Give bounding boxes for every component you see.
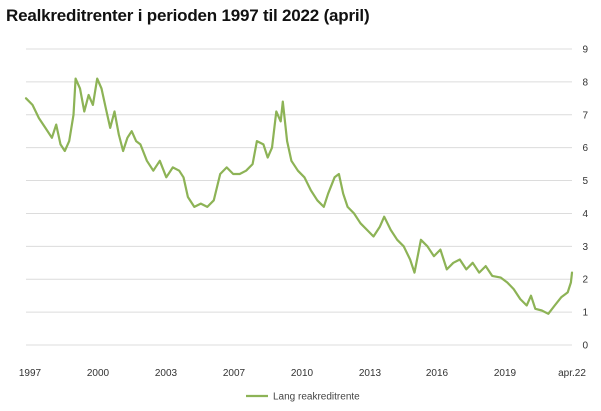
gridlines	[26, 48, 572, 346]
x-axis-tick-labels: 1997 2000 2003 2007 2010 2013 2016 2019 apr.22	[19, 368, 586, 379]
y-tick-label: 2	[582, 275, 588, 286]
y-tick-label: 0	[582, 341, 588, 352]
legend-label: Lang reakreditrente	[273, 392, 360, 403]
x-tick-label: 2007	[223, 368, 246, 379]
y-tick-label: 9	[582, 45, 588, 56]
x-tick-label: 1997	[19, 368, 42, 379]
chart-title: Realkreditrenter i perioden 1997 til 202…	[6, 6, 370, 25]
y-tick-label: 7	[582, 110, 588, 121]
x-tick-label: 2013	[359, 368, 382, 379]
y-tick-label: 3	[582, 242, 588, 253]
x-tick-label: 2003	[155, 368, 178, 379]
x-tick-label: 2016	[426, 368, 449, 379]
x-tick-label: 2000	[87, 368, 110, 379]
y-tick-label: 8	[582, 77, 588, 88]
x-tick-label: 2010	[291, 368, 314, 379]
y-tick-label: 6	[582, 143, 588, 154]
x-tick-label: apr.22	[558, 368, 586, 379]
y-tick-label: 5	[582, 176, 588, 187]
x-tick-label: 2019	[494, 368, 517, 379]
y-axis-tick-labels: 0 1 2 3 4 5 6 7 8 9	[582, 45, 588, 352]
series-line-lang-reakreditrente	[24, 77, 574, 315]
y-tick-label: 1	[582, 308, 588, 319]
y-tick-label: 4	[582, 209, 588, 220]
